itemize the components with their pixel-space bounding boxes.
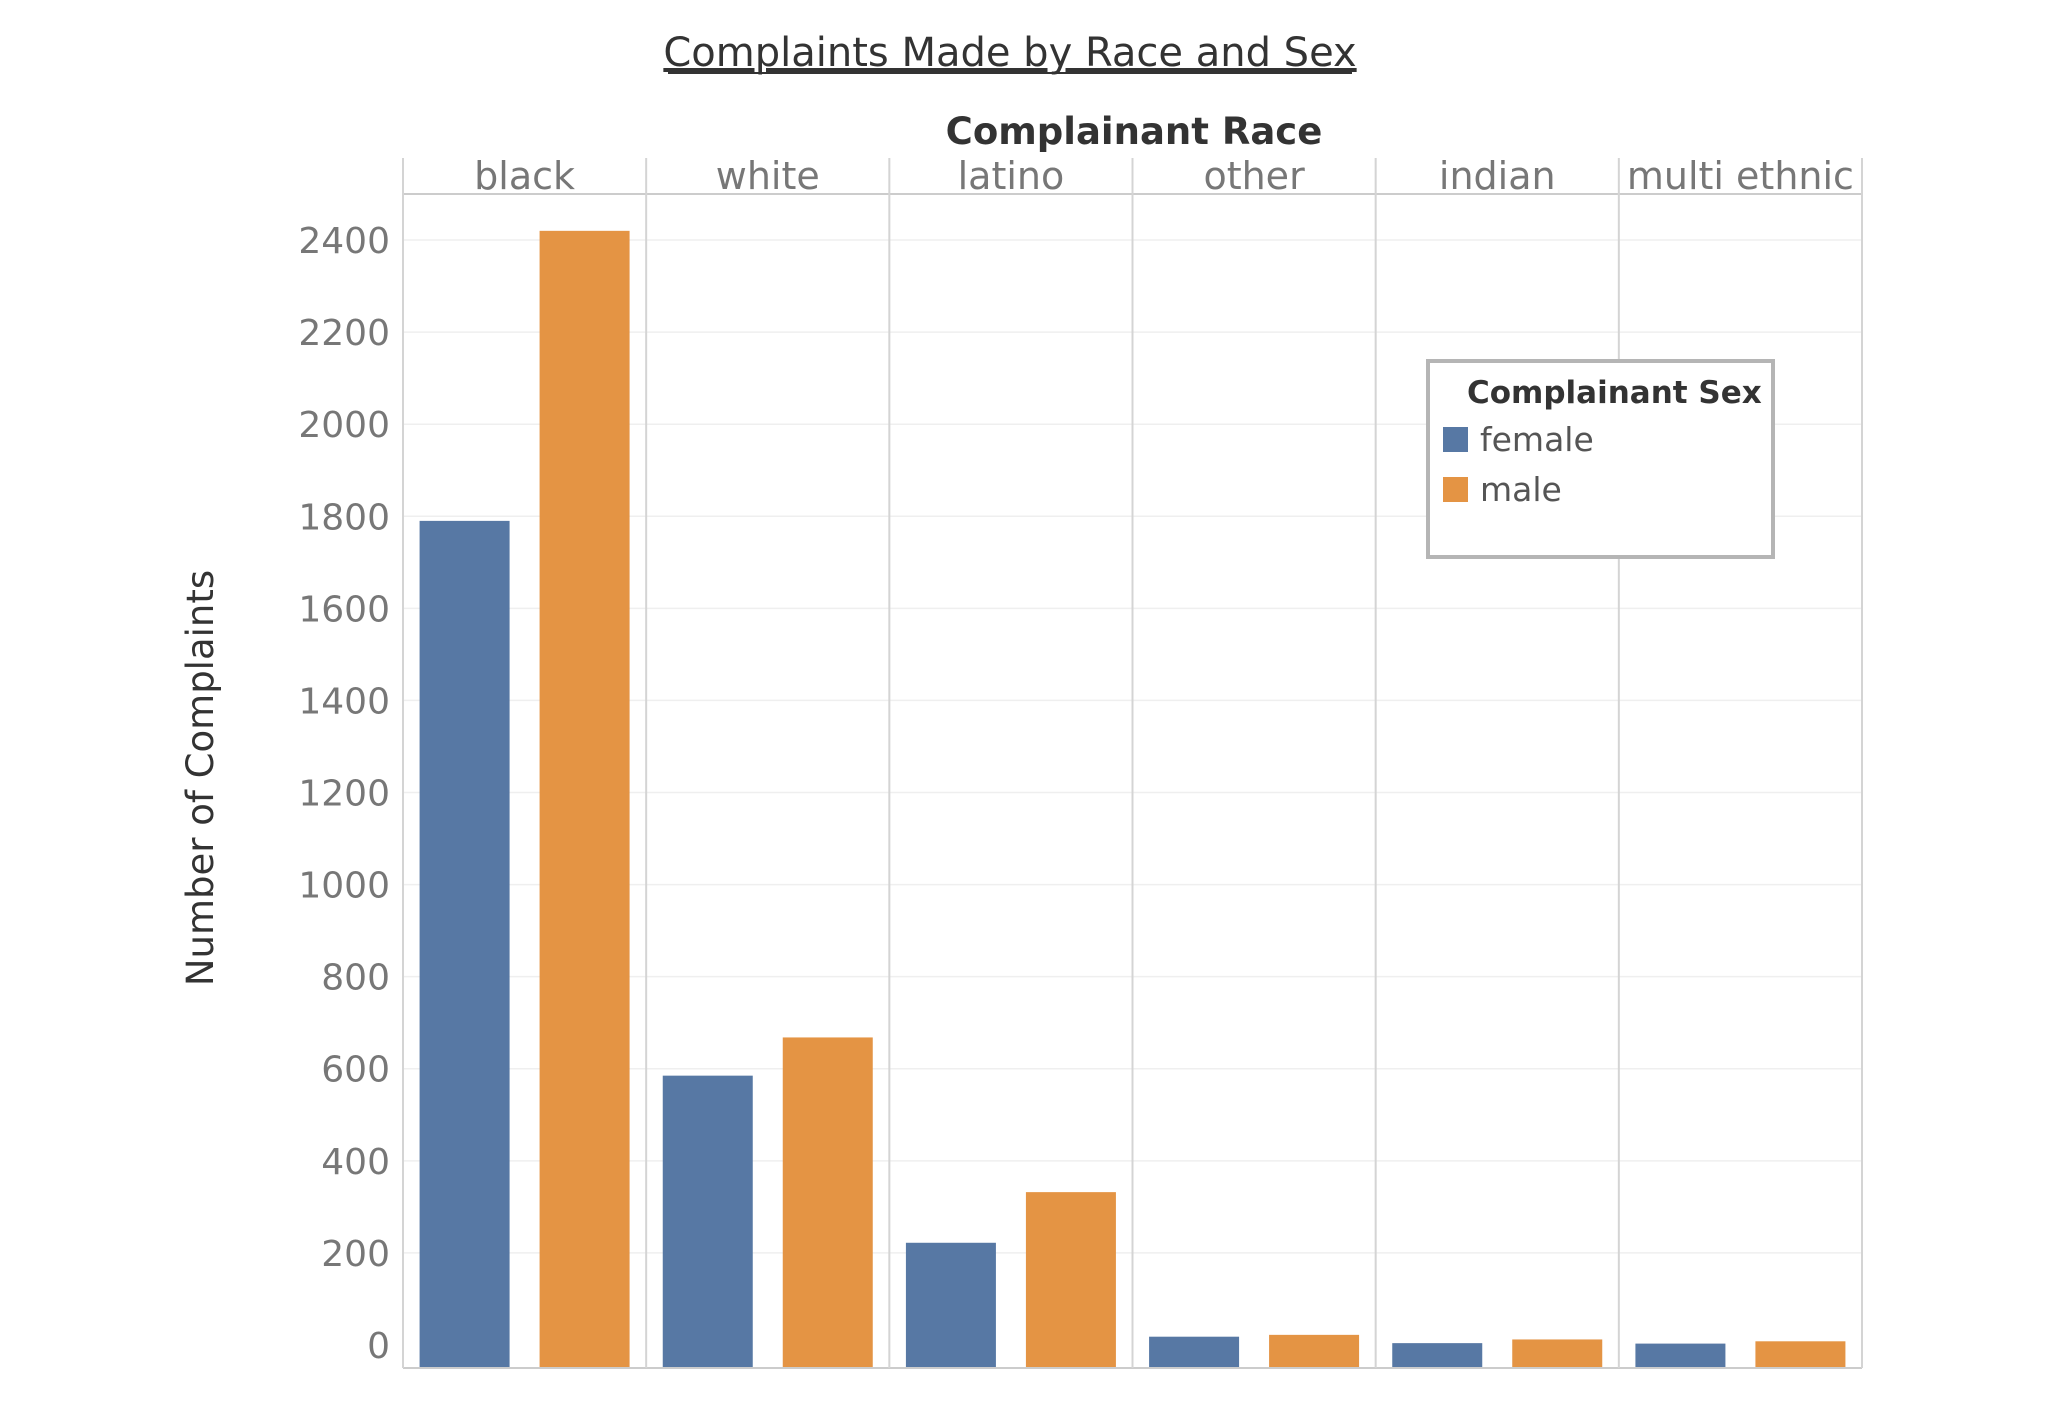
y-tick-label: 1000 [298, 866, 390, 907]
legend-title: Complainant Sex [1467, 375, 1762, 411]
y-tick-label: 1200 [298, 774, 390, 815]
category-label: multi ethnic [1627, 154, 1854, 198]
axis-layer: 0 200 400 600 800 1000 1200 1400 1600 1800 2000 220… [298, 154, 1863, 1369]
bars-layer [419, 230, 1846, 1368]
y-tick-label: 1400 [298, 681, 390, 722]
y-tick-label: 200 [321, 1234, 390, 1275]
bar-male-multi-ethnic [1755, 1341, 1846, 1368]
legend-swatch-male [1443, 477, 1468, 502]
bar-female-other [1149, 1336, 1240, 1368]
y-tick-label: 400 [321, 1142, 390, 1183]
y-tick-label: 0 [367, 1326, 390, 1367]
category-label: latino [958, 154, 1065, 198]
bar-male-latino [1025, 1192, 1116, 1368]
bar-male-indian [1512, 1339, 1603, 1368]
y-axis-label: Number of Complaints [179, 570, 222, 986]
y-tick-label: 2200 [298, 313, 390, 354]
bar-female-latino [905, 1242, 996, 1368]
y-tick-label: 1800 [298, 497, 390, 538]
category-label: indian [1439, 154, 1556, 198]
bar-female-indian [1392, 1343, 1483, 1368]
y-tick-label: 600 [321, 1050, 390, 1091]
bar-female-black [419, 520, 510, 1368]
y-tick-label: 2400 [298, 221, 390, 262]
category-label: black [474, 154, 575, 198]
y-tick-label: 1600 [298, 589, 390, 630]
y-tick-label: 2000 [298, 405, 390, 446]
bar-male-black [539, 230, 630, 1368]
y-tick-label: 800 [321, 958, 390, 999]
legend-label-female: female [1480, 420, 1594, 459]
bar-female-multi-ethnic [1635, 1343, 1726, 1368]
legend-box [1426, 359, 1775, 559]
chart-title: Complaints Made by Race and Sex [663, 30, 1356, 76]
column-header-title: Complainant Race [946, 110, 1323, 153]
category-label: white [716, 154, 820, 198]
legend: Complainant Sex female male [1426, 359, 1775, 559]
legend-swatch-female [1443, 427, 1468, 452]
category-label: other [1203, 154, 1305, 198]
bar-female-white [662, 1075, 753, 1368]
bar-male-other [1269, 1334, 1360, 1368]
bar-male-white [782, 1037, 873, 1368]
legend-label-male: male [1480, 470, 1562, 509]
